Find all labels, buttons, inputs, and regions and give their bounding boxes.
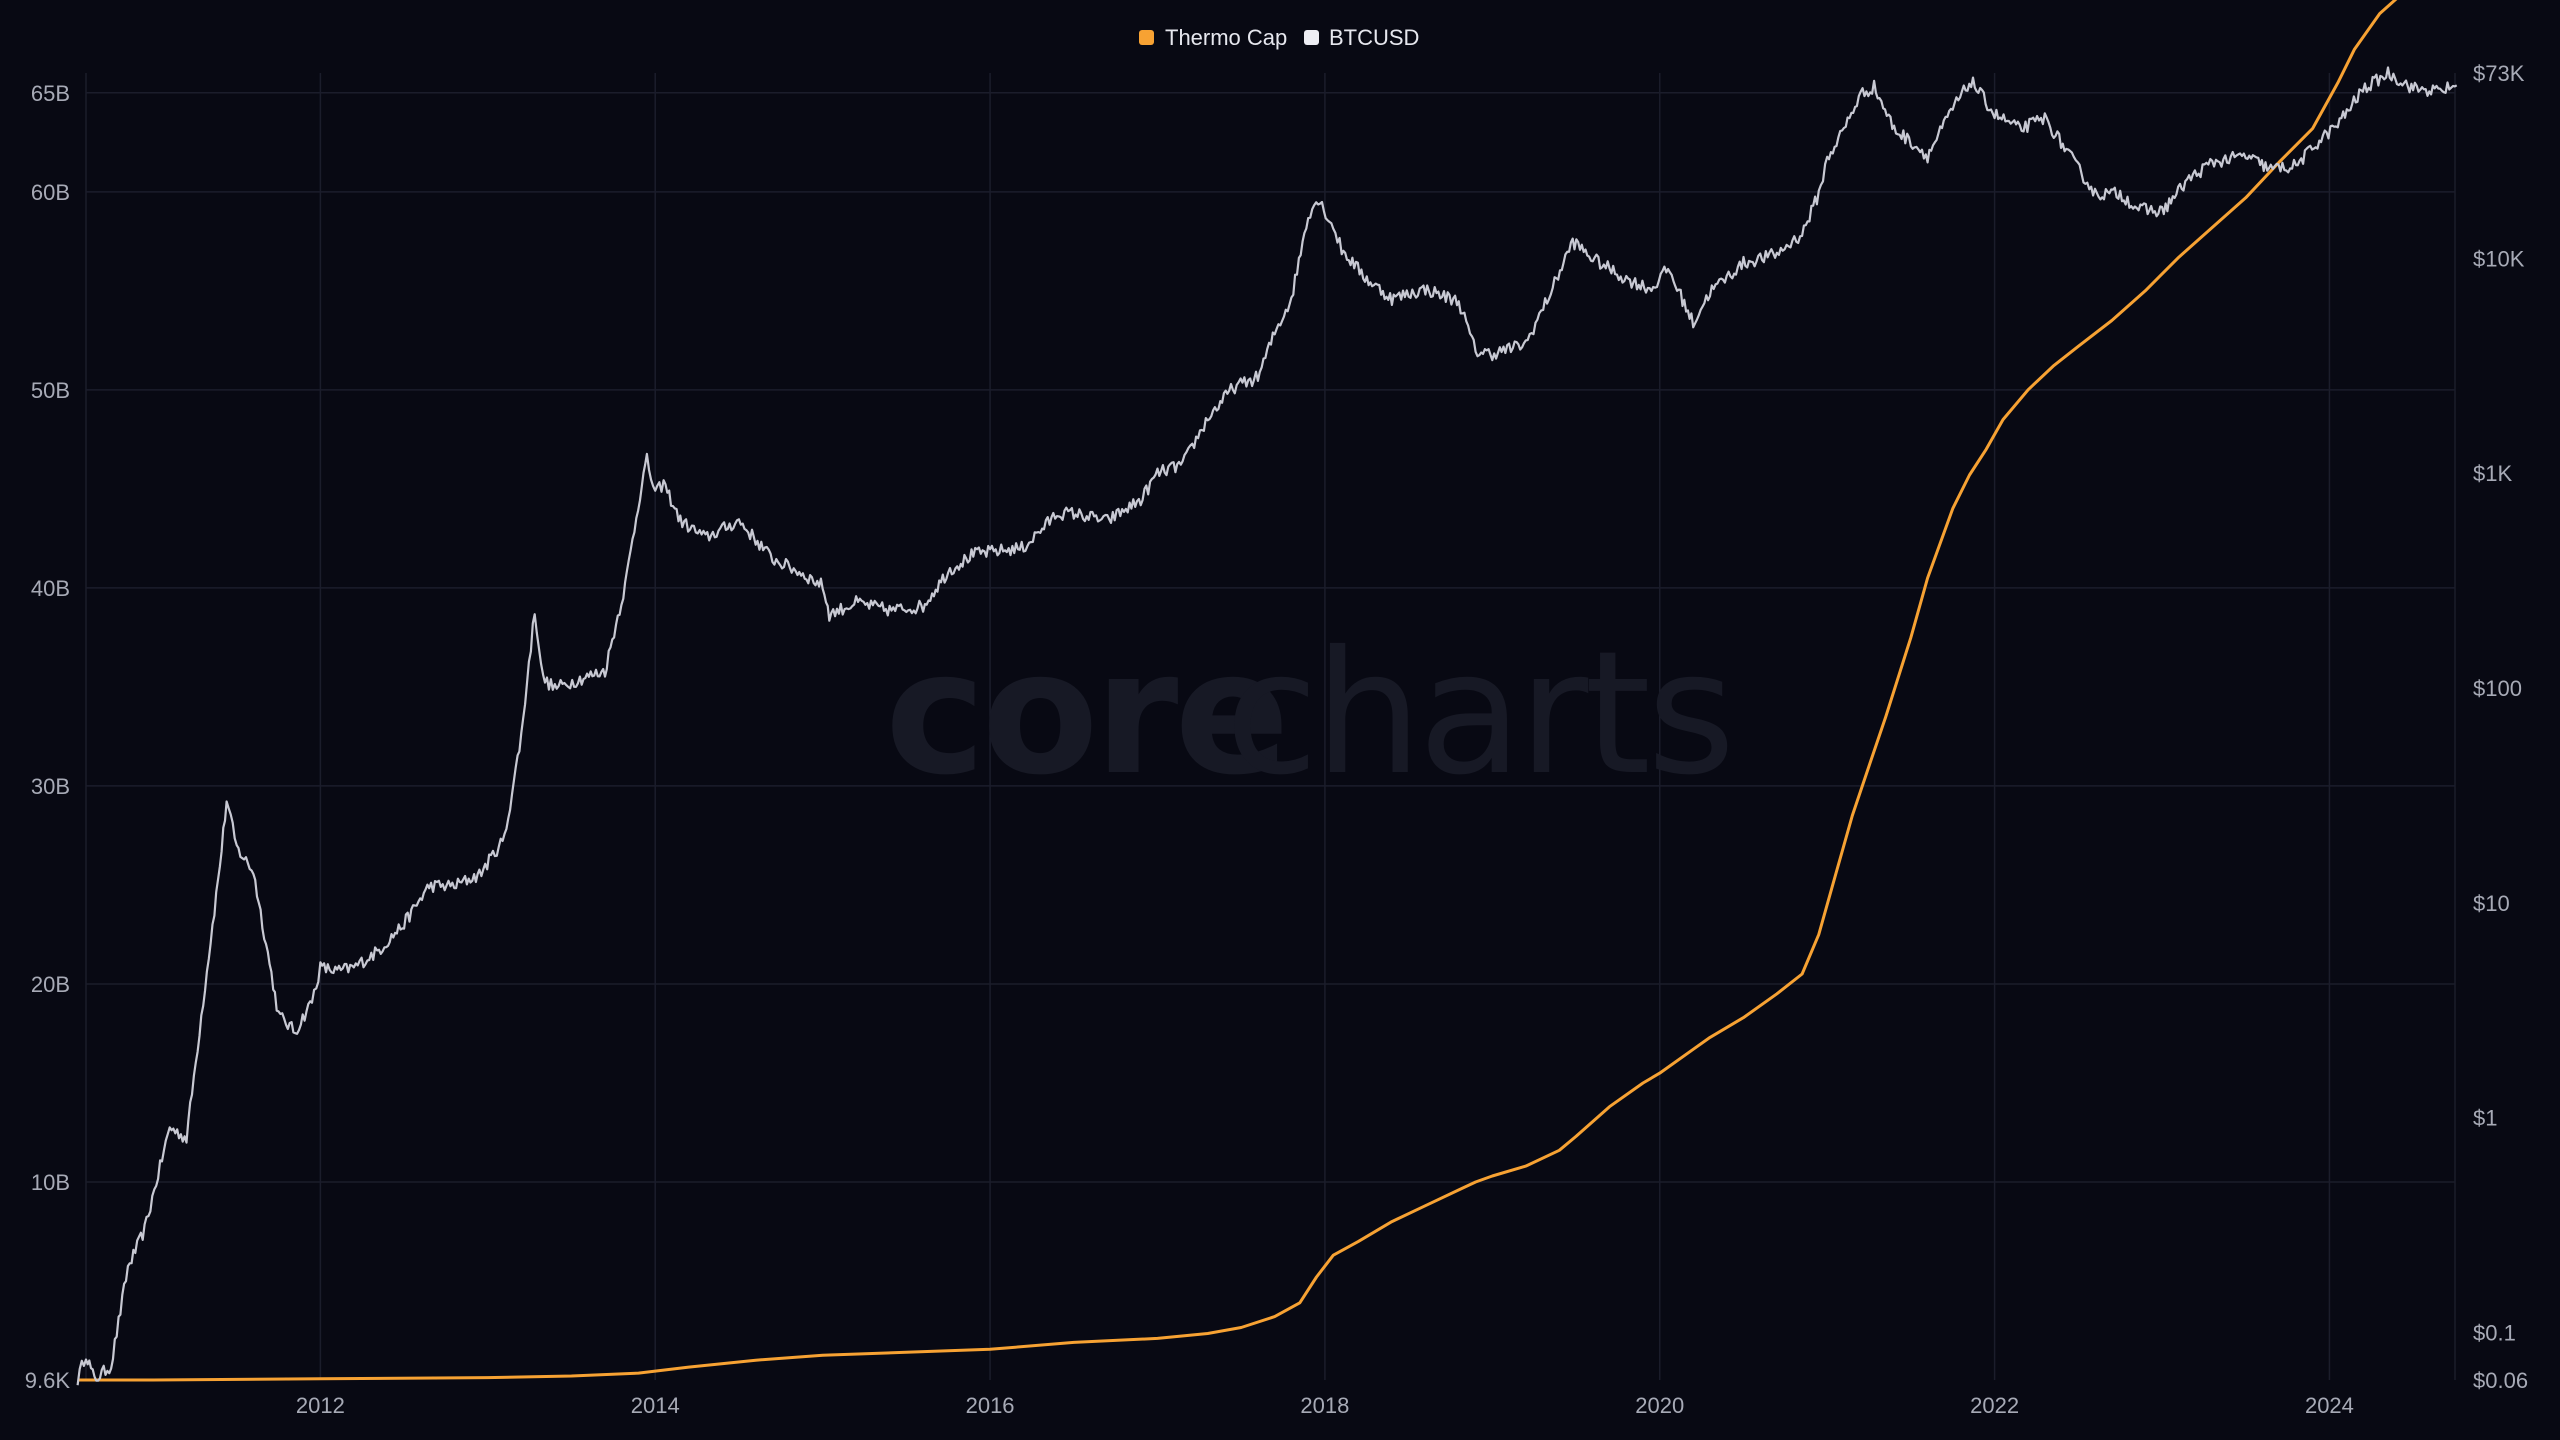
y-right-tick-label: $0.1 [2473,1320,2516,1345]
y-left-tick-label: 65B [31,81,70,106]
watermark-core: core [885,615,1286,813]
legend-label-thermo-cap: Thermo Cap [1165,25,1287,50]
legend-item-thermo-cap[interactable]: Thermo Cap [1139,25,1287,50]
y-right-tick-label: $100 [2473,676,2522,701]
grid [85,73,2456,1380]
x-tick-label: 2022 [1970,1393,2019,1418]
y-left-axis: 9.6K 10B 20B 30B 40B 50B 60B 65B [25,81,71,1393]
legend-swatch-thermo-cap [1139,30,1154,45]
series-line-btcusd [76,66,2458,1386]
legend-item-btcusd[interactable]: BTCUSD [1304,25,1419,50]
y-right-tick-label: $1 [2473,1106,2497,1131]
legend-swatch-btcusd [1304,30,1319,45]
y-right-tick-label: $0.06 [2473,1368,2528,1393]
y-right-tick-label: $10K [2473,246,2525,271]
x-tick-label: 2012 [296,1393,345,1418]
x-tick-label: 2024 [2305,1393,2354,1418]
y-left-tick-label: 60B [31,180,70,205]
x-tick-label: 2016 [966,1393,1015,1418]
y-right-tick-label: $10 [2473,891,2510,916]
y-left-tick-label: 9.6K [25,1368,71,1393]
x-tick-label: 2014 [631,1393,680,1418]
y-left-tick-label: 20B [31,972,70,997]
y-right-axis: $0.06 $0.1 $1 $10 $100 $1K $10K $73K [2473,61,2528,1393]
y-left-tick-label: 30B [31,774,70,799]
y-left-tick-label: 10B [31,1170,70,1195]
watermark: core charts [885,615,1736,813]
watermark-charts: charts [1225,615,1732,813]
y-right-tick-label: $73K [2473,61,2525,86]
legend-label-btcusd: BTCUSD [1329,25,1419,50]
x-tick-label: 2020 [1635,1393,1684,1418]
x-tick-label: 2018 [1300,1393,1349,1418]
x-axis: 2012 2014 2016 2018 2020 2022 2024 [296,1393,2354,1418]
legend: Thermo Cap BTCUSD [1139,25,1419,50]
series-layer [76,0,2458,1386]
y-left-tick-label: 40B [31,576,70,601]
y-left-tick-label: 50B [31,378,70,403]
y-right-tick-label: $1K [2473,461,2512,486]
series-line-thermo-cap [77,0,2398,1382]
